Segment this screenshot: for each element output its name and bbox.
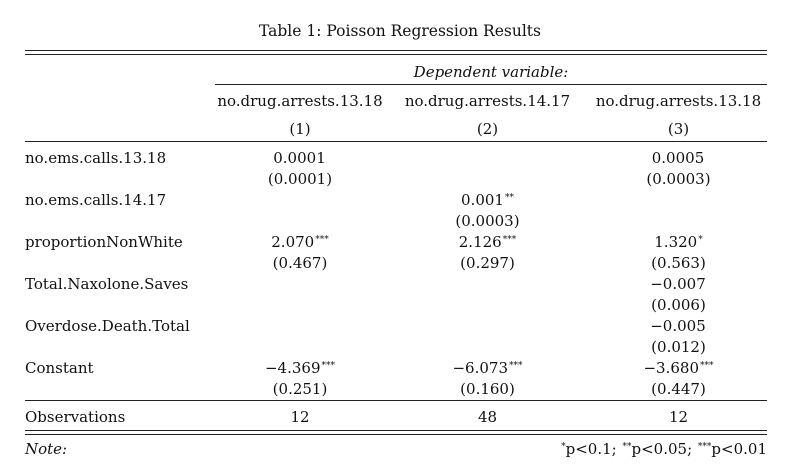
body-rule (25, 400, 767, 401)
se-cell: (0.006) (651, 296, 706, 314)
column-number-1: (1) (289, 120, 311, 138)
observations-value: 48 (477, 408, 498, 426)
coef-cell: 0.001** (461, 191, 514, 209)
se-cell: (0.563) (651, 254, 706, 272)
column-number-3: (3) (667, 120, 690, 138)
row-label: Overdose.Death.Total (25, 317, 190, 335)
se-cell: (0.0001) (267, 170, 333, 188)
table-title: Table 1: Poisson Regression Results (259, 22, 541, 40)
coef-cell: −6.073*** (452, 359, 523, 377)
coef-cell (395, 317, 580, 335)
significance-note: *p<0.1; **p<0.05; ***p<0.01 (561, 440, 767, 458)
coef-cell: 0.0005 (651, 149, 705, 167)
coef-cell: 2.070*** (271, 233, 329, 251)
row-label: no.ems.calls.14.17 (25, 191, 167, 209)
coef-cell: 0.0001 (273, 149, 326, 167)
se-cell: (0.447) (651, 380, 706, 398)
row-label: Total.Naxolone.Saves (25, 275, 189, 293)
coef-cell: −4.369*** (264, 359, 335, 377)
coef-cell (215, 317, 385, 335)
bottom-rule-1 (25, 430, 767, 431)
top-rule-1 (25, 50, 767, 51)
se-cell: (0.0003) (455, 212, 520, 230)
coef-cell (395, 275, 580, 293)
coef-cell (590, 191, 767, 209)
row-label: proportionNonWhite (25, 233, 183, 251)
se-cell: (0.0003) (646, 170, 711, 188)
coef-cell: −0.005 (650, 317, 706, 335)
header-rule (25, 141, 767, 142)
coef-cell: 2.126*** (458, 233, 517, 251)
observations-value: 12 (668, 408, 689, 426)
coef-cell: −3.680*** (643, 359, 714, 377)
column-header-1: no.drug.arrests.13.18 (217, 92, 383, 110)
note-label: Note: (25, 440, 68, 458)
se-cell: (0.297) (460, 254, 515, 272)
coef-cell (215, 191, 385, 209)
se-cell: (0.251) (272, 380, 328, 398)
column-number-2: (2) (476, 120, 499, 138)
column-header-3: no.drug.arrests.13.18 (595, 92, 762, 110)
coef-cell (215, 275, 385, 293)
bottom-rule-2 (25, 434, 767, 435)
dependent-variable-label: Dependent variable: (413, 63, 569, 81)
coef-cell: 1.320* (654, 233, 703, 251)
row-label: no.ems.calls.13.18 (25, 149, 167, 167)
coef-cell (395, 149, 580, 167)
top-rule-2 (25, 54, 767, 55)
observations-label: Observations (25, 408, 126, 426)
se-cell: (0.160) (460, 380, 515, 398)
observations-value: 12 (290, 408, 310, 426)
se-cell: (0.012) (651, 338, 706, 356)
column-header-2: no.drug.arrests.14.17 (404, 92, 571, 110)
dependent-variable-rule (215, 84, 767, 85)
coef-cell: −0.007 (650, 275, 706, 293)
se-cell: (0.467) (272, 254, 328, 272)
row-label: Constant (25, 359, 94, 377)
